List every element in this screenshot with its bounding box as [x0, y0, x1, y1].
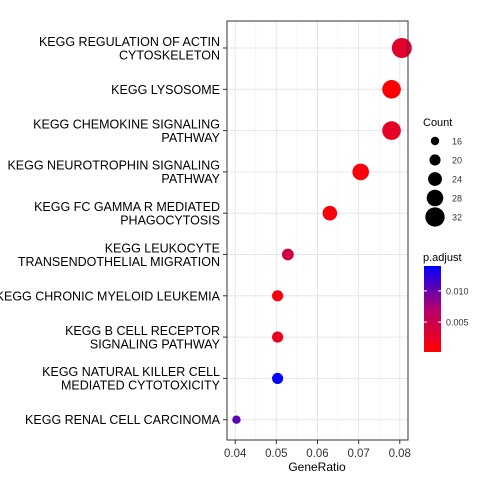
p-adjust-legend: p.adjust 0.005 0.010	[423, 252, 469, 352]
term-label-line: PHAGOCYTOSIS	[120, 213, 220, 227]
term-label-line: KEGG B CELL RECEPTOR	[65, 324, 220, 338]
term-label-line: SIGNALING PATHWAY	[90, 337, 221, 351]
data-point	[232, 415, 241, 424]
term-label: KEGG REGULATION OF ACTIN CYTOSKELETON	[39, 35, 220, 63]
count-legend-label: 28	[452, 194, 462, 204]
data-point	[391, 38, 412, 58]
term-label: KEGG B CELL RECEPTOR SIGNALING PATHWAY	[65, 324, 221, 352]
count-legend-key	[428, 172, 442, 186]
count-legend-label: 32	[452, 213, 462, 223]
data-point	[272, 372, 284, 384]
term-label: KEGG NEUROTROPHIN SIGNALING PATHWAY	[7, 159, 220, 187]
data-points	[232, 38, 412, 424]
p-adjust-colorbar	[424, 266, 441, 352]
count-legend: Count 16 20 24 28 32	[423, 117, 462, 227]
term-label: KEGG FC GAMMA R MEDIATED PHAGOCYTOSIS	[34, 200, 220, 228]
term-label: KEGG LYSOSOME	[111, 83, 220, 97]
term-label-line: TRANSENDOTHELIAL MIGRATION	[18, 255, 220, 269]
count-legend-key	[430, 136, 440, 146]
x-tick-label: 0.07	[347, 448, 369, 460]
term-label: KEGG NATURAL KILLER CELL MEDIATED CYTOTOX…	[42, 365, 221, 393]
term-label-line: PATHWAY	[161, 172, 220, 186]
x-tick-label: 0.05	[265, 448, 287, 460]
term-label: KEGG LEUKOCYTE TRANSENDOTHELIAL MIGRATION	[18, 241, 220, 269]
count-legend-label: 24	[452, 175, 462, 185]
count-legend-label: 20	[452, 156, 462, 166]
term-label-line: PATHWAY	[161, 131, 220, 145]
count-legend-key	[426, 189, 444, 207]
data-point	[352, 163, 369, 181]
term-label-line: KEGG RENAL CELL CARCINOMA	[25, 413, 221, 427]
x-tick-label: 0.04	[224, 448, 247, 460]
x-axis-title: GeneRatio	[288, 460, 346, 474]
term-label-line: MEDIATED CYTOTOXICITY	[61, 379, 221, 393]
data-point	[382, 79, 401, 99]
count-legend-key	[429, 154, 441, 166]
term-label-line: KEGG LYSOSOME	[111, 83, 220, 97]
count-legend-label: 16	[452, 137, 462, 147]
term-label-line: KEGG NEUROTROPHIN SIGNALING	[7, 159, 220, 173]
x-tick-label: 0.06	[306, 448, 328, 460]
x-axis: 0.04 0.05 0.06 0.07 0.08	[224, 440, 411, 460]
data-point	[272, 331, 284, 343]
count-legend-key	[425, 207, 445, 227]
term-label-line: KEGG REGULATION OF ACTIN	[39, 35, 220, 49]
term-label-line: KEGG NATURAL KILLER CELL	[42, 365, 220, 379]
term-label-line: KEGG CHEMOKINE SIGNALING	[33, 117, 220, 131]
y-axis: KEGG REGULATION OF ACTIN CYTOSKELETONKEGG…	[0, 35, 227, 427]
term-label: KEGG RENAL CELL CARCINOMA	[25, 413, 221, 427]
term-label: KEGG CHEMOKINE SIGNALING PATHWAY	[33, 117, 220, 145]
term-label-line: CYTOSKELETON	[119, 48, 220, 62]
p-adjust-legend-title: p.adjust	[423, 252, 462, 264]
term-label: KEGG CHRONIC MYELOID LEUKEMIA	[0, 289, 221, 303]
colorbar-label: 0.010	[446, 286, 469, 296]
count-legend-title: Count	[423, 117, 452, 129]
data-point	[272, 290, 284, 302]
data-point	[281, 248, 294, 261]
term-label-line: KEGG CHRONIC MYELOID LEUKEMIA	[0, 289, 221, 303]
x-tick-label: 0.08	[389, 448, 411, 460]
term-label-line: KEGG LEUKOCYTE	[105, 241, 220, 255]
term-label-line: KEGG FC GAMMA R MEDIATED	[34, 200, 220, 214]
data-point	[382, 121, 401, 140]
colorbar-label: 0.005	[446, 318, 469, 328]
data-point	[322, 205, 338, 221]
